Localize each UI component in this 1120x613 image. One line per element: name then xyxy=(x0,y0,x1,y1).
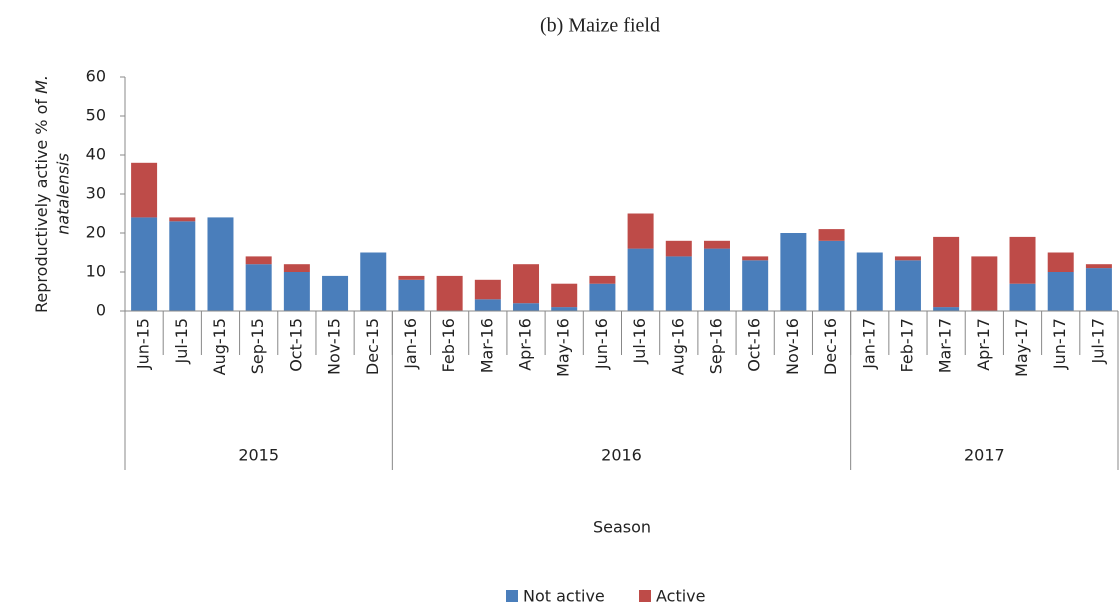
bar-segment xyxy=(474,299,501,311)
bar-segment xyxy=(818,229,845,241)
bar-segment xyxy=(245,264,272,311)
chart-title: (b) Maize field xyxy=(540,15,660,37)
bar-segment xyxy=(1047,252,1074,272)
x-tick-label: Mar-16 xyxy=(477,318,496,373)
x-tick-label: Feb-17 xyxy=(897,318,916,372)
bar-segment xyxy=(703,248,730,311)
y-tick-label: 50 xyxy=(86,106,106,125)
x-tick-label: Jan-16 xyxy=(401,318,420,370)
x-tick-label: Aug-15 xyxy=(210,318,229,375)
legend-swatch xyxy=(506,590,518,602)
bar-segment xyxy=(894,256,921,261)
bar-segment xyxy=(207,217,234,311)
bar-segment xyxy=(398,279,425,311)
bar-segment xyxy=(245,256,272,265)
x-tick-label: Oct-15 xyxy=(286,318,305,372)
y-label-italic: M. xyxy=(32,75,51,94)
bar-segment xyxy=(933,307,960,311)
x-tick-label: Feb-16 xyxy=(439,318,458,372)
x-tick-label: Jul-16 xyxy=(630,318,649,364)
x-tick-label: Sep-16 xyxy=(706,318,725,374)
y-tick-label: 10 xyxy=(86,262,106,281)
bar-segment xyxy=(818,240,845,311)
bar-segment xyxy=(474,279,501,300)
y-tick-label: 30 xyxy=(86,184,106,203)
y-axis-label-line: natalensis xyxy=(54,153,73,235)
legend-label: Active xyxy=(656,587,706,606)
x-tick-label: Nov-15 xyxy=(325,318,344,375)
x-axis-label: Season xyxy=(593,518,651,537)
bar-segment xyxy=(1085,264,1112,269)
x-tick-label: Sep-15 xyxy=(248,318,267,374)
bar-segment xyxy=(131,217,158,311)
bar-segment xyxy=(971,256,998,311)
bar-segment xyxy=(513,264,540,304)
x-tick-label: Jan-17 xyxy=(859,318,878,370)
x-tick-label: Oct-16 xyxy=(745,318,764,372)
bar-segment xyxy=(513,303,540,311)
bar-segment xyxy=(131,162,158,218)
bar-segment xyxy=(665,256,692,311)
x-tick-label: Jun-16 xyxy=(592,318,611,370)
x-tick-label: Aug-16 xyxy=(668,318,687,375)
bar-segment xyxy=(1009,283,1036,311)
bar-segment xyxy=(283,272,310,311)
x-tick-label: Apr-17 xyxy=(974,318,993,371)
y-axis-label: Reproductively active % of M. natalensis xyxy=(32,75,73,313)
bar-segment xyxy=(856,252,883,311)
bar-segment xyxy=(589,275,616,284)
y-tick-label: 20 xyxy=(86,223,106,242)
bar-segment xyxy=(436,275,463,311)
x-tick-label: Dec-15 xyxy=(363,318,382,375)
bar-segment xyxy=(703,240,730,249)
bar-segment xyxy=(1009,236,1036,284)
bar-segment xyxy=(627,248,654,311)
legend-label: Not active xyxy=(523,587,605,606)
x-tick-label: Dec-16 xyxy=(821,318,840,375)
x-tick-label: Jul-15 xyxy=(172,318,191,364)
x-tick-label: Mar-17 xyxy=(936,318,955,373)
bar-segment xyxy=(169,221,196,311)
x-tick-label: Jun-17 xyxy=(1050,318,1069,370)
x-tick-label: Nov-16 xyxy=(783,318,802,375)
bar-segment xyxy=(742,260,769,311)
bar-segment xyxy=(283,264,310,272)
bar-segment xyxy=(322,275,349,311)
legend-swatch xyxy=(639,590,651,602)
x-tick-label: May-16 xyxy=(554,318,573,377)
bar-segment xyxy=(894,260,921,311)
group-label: 2015 xyxy=(238,446,279,465)
bar-segment xyxy=(169,217,196,222)
group-label: 2017 xyxy=(964,446,1005,465)
bar-segment xyxy=(780,233,807,311)
y-tick-label: 60 xyxy=(86,67,106,86)
bar-segment xyxy=(933,236,960,308)
x-tick-label: May-17 xyxy=(1012,318,1031,377)
y-label-text: Reproductively active % of xyxy=(32,99,51,313)
bar-segment xyxy=(551,283,578,308)
bar-segment xyxy=(1085,268,1112,311)
bar-segment xyxy=(627,213,654,249)
bar-segment xyxy=(665,240,692,257)
bar-segment xyxy=(551,307,578,311)
x-tick-label: Jul-17 xyxy=(1088,318,1107,364)
bar-segment xyxy=(742,256,769,261)
y-axis-label-line: Reproductively active % of M. xyxy=(32,75,51,313)
bar-segment xyxy=(360,252,387,311)
bar-segment xyxy=(589,283,616,311)
group-label: 2016 xyxy=(601,446,642,465)
x-tick-label: Apr-16 xyxy=(516,318,535,371)
bar-segment xyxy=(1047,272,1074,311)
y-tick-label: 40 xyxy=(86,145,106,164)
x-tick-label: Jun-15 xyxy=(134,318,153,370)
y-tick-label: 0 xyxy=(96,301,106,320)
bar-segment xyxy=(398,275,425,280)
